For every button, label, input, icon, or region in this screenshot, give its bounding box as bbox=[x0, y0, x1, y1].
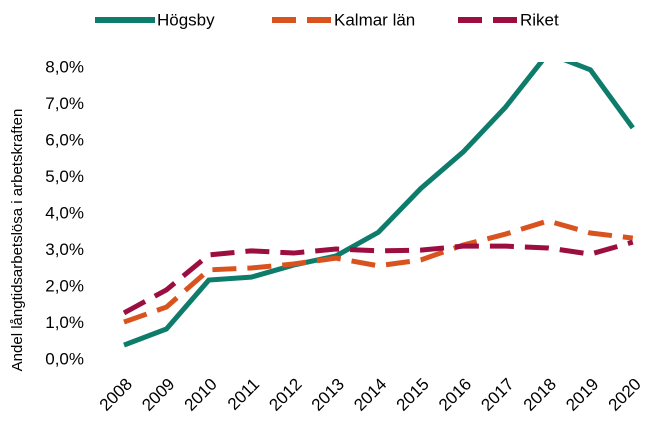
y-tick-label: 1,0% bbox=[45, 313, 84, 332]
plot-area bbox=[122, 62, 635, 348]
y-tick-label: 8,0% bbox=[45, 57, 84, 76]
legend-label: Högsby bbox=[157, 10, 215, 29]
legend-label: Riket bbox=[520, 10, 559, 29]
y-axis-label: Andel långtidsarbetslösa i arbetskraften bbox=[9, 109, 26, 372]
y-tick-label: 4,0% bbox=[45, 203, 84, 222]
x-tick-label: 2019 bbox=[562, 375, 602, 415]
x-tick-label: 2013 bbox=[308, 375, 348, 415]
x-tick-label: 2012 bbox=[265, 375, 305, 415]
x-tick-label: 2016 bbox=[435, 375, 475, 415]
x-tick-label: 2010 bbox=[181, 375, 221, 415]
series-line bbox=[123, 62, 635, 348]
x-tick-label: 2009 bbox=[138, 375, 178, 415]
x-tick-label: 2020 bbox=[605, 375, 645, 415]
series-line bbox=[123, 218, 634, 325]
y-tick-label: 2,0% bbox=[45, 276, 84, 295]
x-tick-label: 2018 bbox=[520, 375, 560, 415]
y-tick-label: 5,0% bbox=[45, 167, 84, 186]
series-line bbox=[122, 239, 634, 316]
x-tick-label: 2015 bbox=[393, 375, 433, 415]
y-tick-label: 6,0% bbox=[45, 130, 84, 149]
x-tick-label: 2017 bbox=[477, 375, 517, 415]
x-tick-label: 2011 bbox=[224, 375, 263, 414]
y-tick-label: 3,0% bbox=[45, 240, 84, 259]
y-tick-label: 7,0% bbox=[45, 94, 84, 113]
x-tick-label: 2008 bbox=[96, 375, 136, 415]
x-tick-label: 2014 bbox=[350, 375, 390, 415]
legend-label: Kalmar län bbox=[334, 10, 415, 29]
y-tick-label: 0,0% bbox=[45, 349, 84, 368]
